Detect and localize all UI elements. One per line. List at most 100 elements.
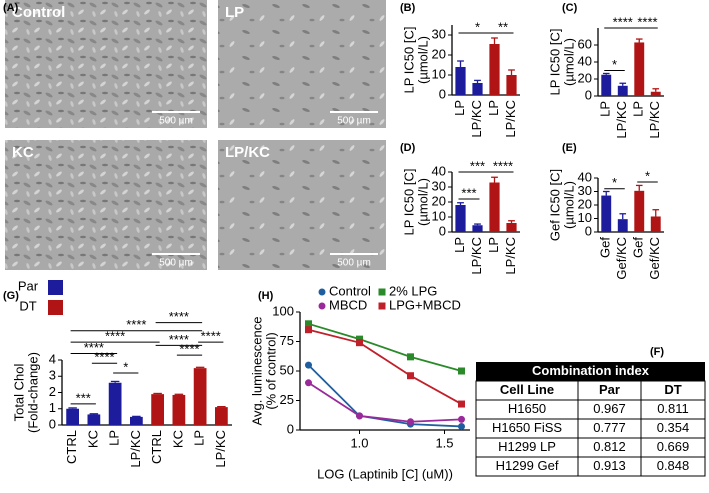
- bar: [634, 190, 645, 232]
- y-axis-label: Gef IC50 [C]: [547, 169, 562, 241]
- marker: [458, 400, 465, 408]
- x-tick-label: LP: [192, 430, 207, 446]
- bar: [215, 407, 228, 425]
- bar: [634, 42, 645, 96]
- y-axis-label: LP IC50 [C]: [547, 29, 562, 96]
- significance-label: *: [475, 19, 480, 34]
- significance-label: ***: [470, 158, 485, 173]
- x-tick-label: LP: [452, 237, 467, 253]
- bar: [650, 216, 661, 232]
- y-tick-label: 10: [578, 210, 592, 225]
- y-tick-label: 20: [432, 46, 446, 61]
- bar: [108, 382, 122, 425]
- y-tick-label: 40: [578, 53, 592, 68]
- significance-label: ****: [637, 14, 657, 29]
- bar: [617, 85, 628, 96]
- micrograph-label: LP/KC: [225, 144, 270, 161]
- significance-label: ***: [461, 185, 476, 200]
- micrograph: [5, 140, 207, 270]
- y-tick-label: 30: [432, 26, 446, 41]
- table-title: Combination index: [532, 363, 650, 378]
- bar: [172, 394, 186, 425]
- y-tick-label: 20: [432, 193, 446, 208]
- marker: [305, 326, 312, 334]
- y-tick-label: 10: [432, 66, 446, 81]
- legend-swatch: [48, 300, 63, 315]
- y-tick-label: 1: [49, 400, 56, 415]
- marker: [305, 361, 312, 369]
- y-tick-label: 25: [280, 392, 294, 407]
- marker: [407, 372, 414, 380]
- x-tick-label: Gef/KC: [614, 237, 629, 280]
- y-tick-label: 3: [49, 368, 56, 383]
- bar: [455, 205, 466, 232]
- y-axis-label: (% of control): [263, 332, 278, 409]
- legend-marker: [318, 302, 326, 310]
- x-tick-label: Gef/KC: [647, 237, 662, 280]
- y-tick-label: 30: [578, 183, 592, 198]
- scale-label: 500 µm: [159, 258, 193, 269]
- table-header: DT: [664, 382, 681, 397]
- legend-marker: [318, 288, 326, 296]
- y-tick-label: 60: [578, 36, 592, 51]
- y-tick-label: 40: [432, 163, 446, 178]
- bar: [472, 225, 483, 232]
- y-tick-label: 0: [439, 223, 446, 238]
- y-tick-label: 0: [49, 416, 56, 431]
- x-tick-label: LP/KC: [503, 237, 518, 275]
- x-tick-label: LP: [486, 237, 501, 253]
- x-axis-label: LOG (Laptinib [C] (uM)): [317, 466, 453, 481]
- panel-label: (G): [3, 290, 19, 302]
- panel-label: (C): [562, 2, 578, 14]
- y-axis-label: (µmol/L): [415, 36, 430, 84]
- bar: [455, 67, 466, 95]
- y-axis-label: (µmol/L): [561, 181, 576, 229]
- table-cell: 0.354: [657, 420, 690, 435]
- y-axis-label: Avg. luminescence: [249, 317, 264, 426]
- table-cell: H1650: [508, 401, 546, 416]
- marker: [407, 418, 414, 426]
- legend-label: Par: [18, 278, 39, 293]
- marker: [356, 335, 363, 343]
- marker: [305, 320, 312, 328]
- table-cell: 0.812: [593, 439, 626, 454]
- table-cell: 0.777: [593, 420, 626, 435]
- y-tick-label: 0: [439, 86, 446, 101]
- marker: [458, 415, 465, 423]
- micrograph: [218, 0, 386, 128]
- y-tick-label: 0: [287, 421, 294, 436]
- x-tick-label: LP/KC: [469, 100, 484, 138]
- y-axis-label: (µmol/L): [561, 38, 576, 86]
- panel-label: (D): [400, 142, 416, 154]
- y-tick-label: 30: [432, 178, 446, 193]
- bar: [617, 219, 628, 232]
- x-tick-label: 1.0: [350, 435, 368, 450]
- table-cell: 0.848: [657, 458, 690, 473]
- x-tick-label: LP/KC: [213, 430, 228, 468]
- table-cell: 0.967: [593, 401, 626, 416]
- x-tick-label: Gef: [598, 237, 613, 258]
- bar: [66, 408, 79, 425]
- y-axis-label: LP IC50 [C]: [401, 27, 416, 94]
- table-cell: H1299 Gef: [496, 458, 559, 473]
- bar: [601, 74, 612, 96]
- significance-label: ****: [169, 309, 189, 324]
- x-tick-label: LP: [107, 430, 122, 446]
- legend-label: LPG+MBCD: [389, 297, 461, 312]
- x-tick-label: LP/KC: [128, 430, 143, 468]
- series-line: [308, 328, 462, 405]
- y-tick-label: 40: [578, 169, 592, 184]
- significance-label: ***: [76, 390, 91, 405]
- marker: [407, 353, 414, 361]
- y-tick-label: 100: [272, 303, 294, 318]
- bar: [489, 44, 500, 95]
- panel-label: (A): [3, 2, 19, 14]
- micrograph: [218, 140, 386, 270]
- y-tick-label: 4: [49, 351, 56, 366]
- x-tick-label: LP/KC: [469, 237, 484, 275]
- y-tick-label: 75: [280, 333, 294, 348]
- table-cell: 0.811: [657, 401, 689, 416]
- significance-label: *: [123, 359, 128, 374]
- y-tick-label: 20: [578, 70, 592, 85]
- x-tick-label: Gef: [631, 237, 646, 258]
